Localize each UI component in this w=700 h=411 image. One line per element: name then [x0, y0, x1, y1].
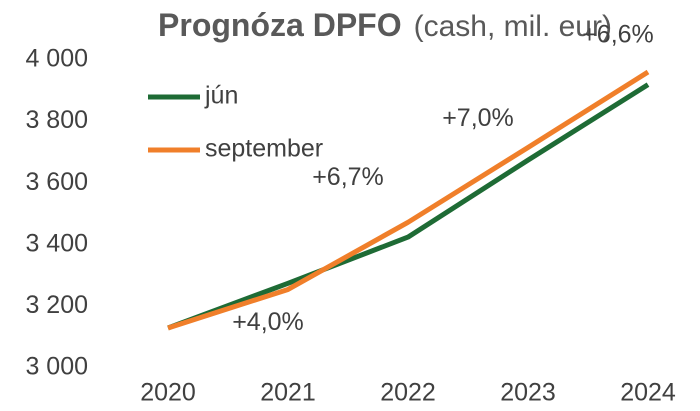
x-tick-label: 2020	[140, 379, 196, 407]
chart-title-group: Prognóza DPFO (cash, mil. eur)	[158, 7, 612, 43]
y-tick-label: 4 000	[25, 45, 88, 73]
y-tick-label: 3 000	[25, 353, 88, 381]
x-tick-label: 2024	[620, 379, 676, 407]
annotation: +4,0%	[232, 308, 304, 336]
annotation: +6,6%	[582, 21, 654, 49]
annotation: +7,0%	[442, 104, 514, 132]
x-tick-label: 2021	[260, 379, 316, 407]
annotation: +6,7%	[312, 163, 384, 191]
x-tick-label: 2022	[380, 379, 436, 407]
chart-subtitle: (cash, mil. eur)	[414, 10, 612, 43]
x-tick-label: 2023	[500, 379, 556, 407]
y-tick-label: 3 200	[25, 291, 88, 319]
y-tick-label: 3 800	[25, 106, 88, 134]
y-tick-label: 3 600	[25, 168, 88, 196]
y-tick-label: 3 400	[25, 229, 88, 257]
legend-label: september	[205, 135, 323, 163]
legend-label: jún	[204, 82, 238, 110]
series-line	[167, 82, 650, 331]
series-line	[167, 69, 650, 331]
chart-title: Prognóza DPFO	[158, 7, 402, 43]
